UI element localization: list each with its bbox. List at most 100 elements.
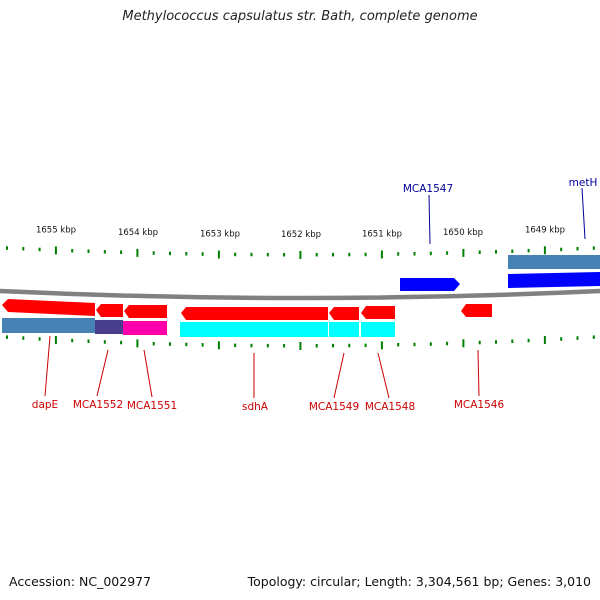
gene-label-MCA1548[interactable]: MCA1548 xyxy=(365,401,415,413)
cds-bar-overlap-MCA1552[interactable] xyxy=(95,320,123,334)
gene-label-MCA1549[interactable]: MCA1549 xyxy=(309,401,359,413)
top-tick-27 xyxy=(446,251,449,255)
top-tick-20 xyxy=(332,252,334,257)
top-tick-36 xyxy=(592,246,595,250)
bottom-tick-24 xyxy=(397,343,400,347)
gene-label-MCA1551[interactable]: MCA1551 xyxy=(127,400,177,412)
top-tick-6 xyxy=(103,250,106,254)
bottom-tick-2 xyxy=(38,337,41,341)
bottom-tick-25 xyxy=(413,342,416,347)
bottom-tick-33 xyxy=(543,336,546,344)
kbp-label-2: 1653 kbp xyxy=(200,230,240,240)
bottom-tick-9 xyxy=(152,341,155,346)
gene-arrow-metH[interactable] xyxy=(508,272,600,288)
bottom-tick-31 xyxy=(511,339,514,343)
cds-bar-sdhA[interactable] xyxy=(180,322,328,337)
top-tick-3 xyxy=(54,246,57,255)
bottom-tick-30 xyxy=(495,340,497,344)
map-title: Methylococcus capsulatus str. Bath, comp… xyxy=(122,9,478,24)
top-tick-23 xyxy=(380,250,383,259)
kbp-label-5: 1650 kbp xyxy=(443,228,483,238)
bottom-tick-35 xyxy=(576,336,579,340)
genome-backbone xyxy=(0,288,600,301)
kbp-label-4: 1651 kbp xyxy=(362,230,402,240)
top-tick-9 xyxy=(152,251,155,255)
bottom-tick-34 xyxy=(560,337,563,341)
top-tick-12 xyxy=(201,252,204,256)
top-tick-2 xyxy=(38,247,41,252)
gene-arrow-MCA1548[interactable] xyxy=(361,306,395,319)
bottom-tick-3 xyxy=(54,336,57,344)
top-tick-14 xyxy=(234,252,237,257)
bottom-tick-18 xyxy=(299,342,302,350)
gene-label-sdhA[interactable]: sdhA xyxy=(242,401,269,413)
bottom-tick-21 xyxy=(348,343,351,348)
top-tick-5 xyxy=(87,249,90,253)
top-tick-22 xyxy=(364,252,367,257)
bottom-tick-6 xyxy=(103,340,106,344)
bottom-tick-11 xyxy=(185,342,188,347)
top-tick-11 xyxy=(185,252,188,256)
accession-text: Accession: NC_002977 xyxy=(9,574,152,589)
top-tick-24 xyxy=(397,252,400,256)
cds-bar-MCA1548[interactable] xyxy=(361,322,395,337)
gene-label-metH[interactable]: metH xyxy=(569,177,598,189)
bottom-tick-17 xyxy=(283,344,286,348)
bottom-tick-26 xyxy=(429,342,432,346)
top-tick-8 xyxy=(136,248,139,257)
bottom-tick-4 xyxy=(71,338,74,343)
gene-arrow-MCA1551[interactable] xyxy=(124,305,167,318)
gene-label-dapE[interactable]: dapE xyxy=(32,399,58,411)
top-tick-17 xyxy=(283,253,286,257)
gene-arrow-MCA1549[interactable] xyxy=(329,307,359,320)
gene-label-MCA1552[interactable]: MCA1552 xyxy=(73,399,123,411)
top-tick-26 xyxy=(429,251,432,256)
top-tick-10 xyxy=(169,251,171,256)
bottom-tick-32 xyxy=(527,338,530,343)
bottom-tick-7 xyxy=(120,340,123,345)
gene-label-MCA1546[interactable]: MCA1546 xyxy=(454,399,505,411)
kbp-label-0: 1655 kbp xyxy=(36,225,76,235)
bottom-tick-14 xyxy=(234,343,237,348)
top-tick-30 xyxy=(495,250,497,254)
kbp-scale-labels: 1655 kbp 1654 kbp 1653 kbp 1652 kbp 1651 kbp… xyxy=(36,225,565,240)
top-tick-34 xyxy=(560,247,563,252)
top-tick-25 xyxy=(413,252,416,256)
top-tick-15 xyxy=(250,252,253,257)
top-tick-28 xyxy=(462,248,465,257)
bottom-tick-ring xyxy=(6,335,595,350)
gene-arrow-dapE[interactable] xyxy=(2,299,95,316)
gene-label-MCA1547[interactable]: MCA1547 xyxy=(403,183,453,195)
top-tick-4 xyxy=(71,249,74,253)
gene-labels-plus: MCA1547 metH xyxy=(403,177,598,195)
bottom-tick-12 xyxy=(201,343,204,347)
cds-bar-MCA1551[interactable] xyxy=(123,321,167,335)
cds-bar-MCA1549[interactable] xyxy=(329,322,359,337)
gene-arrow-sdhA[interactable] xyxy=(181,307,328,320)
bottom-tick-19 xyxy=(315,344,318,348)
top-tick-29 xyxy=(478,250,481,254)
bottom-tick-13 xyxy=(217,341,220,350)
kbp-label-1: 1654 kbp xyxy=(118,228,158,238)
bottom-tick-10 xyxy=(169,342,171,346)
cds-bar-metH-top[interactable] xyxy=(508,255,600,269)
top-tick-13 xyxy=(217,250,220,259)
gene-arrow-MCA1547[interactable] xyxy=(400,278,460,291)
kbp-label-6: 1649 kbp xyxy=(525,225,565,235)
bottom-tick-15 xyxy=(250,343,253,348)
cds-bar-minus-dapE[interactable] xyxy=(2,318,95,333)
bottom-tick-28 xyxy=(462,339,465,348)
gene-labels-minus: dapE MCA1552 MCA1551 sdhA MCA1549 MCA154… xyxy=(32,399,505,413)
gene-arrow-MCA1552[interactable] xyxy=(96,304,123,317)
top-tick-18 xyxy=(299,251,302,259)
genome-summary-text: Topology: circular; Length: 3,304,561 bp… xyxy=(247,574,591,589)
bottom-tick-1 xyxy=(22,336,25,340)
gene-arrow-MCA1546[interactable] xyxy=(461,304,492,317)
top-tick-21 xyxy=(348,252,351,257)
bottom-tick-23 xyxy=(380,341,383,350)
top-tick-1 xyxy=(22,247,25,251)
bottom-tick-20 xyxy=(332,343,334,348)
bottom-tick-27 xyxy=(446,341,449,346)
bottom-tick-22 xyxy=(364,343,367,348)
